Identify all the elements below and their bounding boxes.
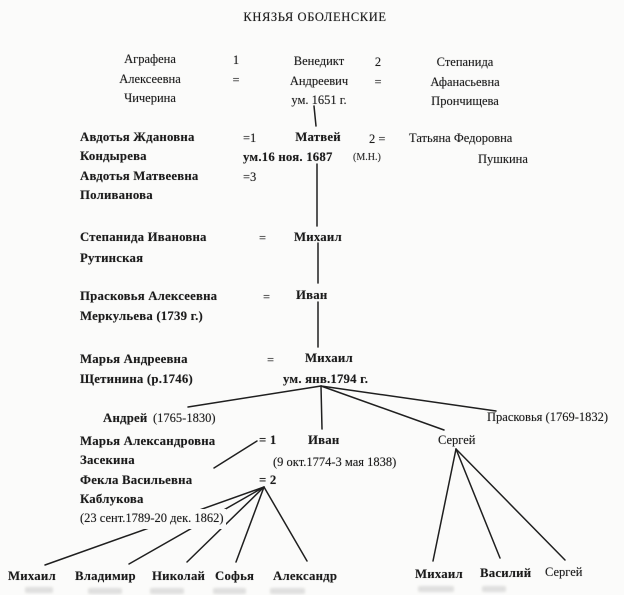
label-gen2-husband-death: ум.16 ноя. 1687 [243,150,333,164]
label-gen1-wife2: Степанида Афанасьевна Прончищева [430,55,500,108]
label-gen2-eq3-mark: =3 [243,170,257,184]
label-gen4-eq-mark: = [263,290,271,304]
label-gen2-husband: Матвей [295,130,341,144]
scan-artifact-smudge [482,586,506,592]
line-fan1-to-ivan [320,385,323,430]
label-gen6-husband-dates: (9 окт.1774-3 мая 1838) [273,455,397,469]
line-fan3-to-mikhail [432,448,457,562]
label-gen5-wife-surname: Щетинина (р.1746) [80,372,193,386]
label-gen2-wife2-surname: Пушкина [478,152,528,166]
label-gen3-eq-mark: = [259,231,267,245]
label-gen1-marriage1-mark: 1 = [232,53,240,87]
line-fan1-to-praskovya [320,385,497,412]
label-child-andrey: Андрей [103,411,148,425]
line-fan3-to-sergey [455,448,566,561]
label-gen2-wife2-name: Татьяна Федоровна [409,131,513,145]
label-gen2-wife1-surname: Кондырева [80,149,147,163]
scan-artifact-smudge [25,587,53,593]
line-fan3-to-vasiliy [455,448,501,559]
label-gen4-wife-surname: Меркульева (1739 г.) [80,309,203,323]
label-child-sergey: Сергей [438,433,476,447]
label-gen2-mn-note: (М.Н.) [353,152,381,163]
label-gen6-wife1-surname: Засекина [80,453,135,467]
line-fan2-to-aleksandr [263,486,308,562]
label-child-andrey-dates: (1765-1830) [153,411,216,425]
line-zasekina-to-eq1 [213,440,258,469]
label-gen5-eq-mark: = [267,353,275,367]
label-gen5-husband: Михаил [305,351,353,365]
label-gen1-husband: Венедикт Андреевич ум. 1651 г. [289,54,349,107]
line-fan1-to-sergey [320,385,445,431]
label-grandchild-nikolay: Николай [152,569,206,583]
scan-artifact-smudge [150,588,184,594]
scan-artifact-smudge [213,588,246,594]
label-gen2-wife1-name: Авдотья Ждановна [80,130,195,144]
label-grandchild-sofya: Софья [215,569,255,583]
label-grandchild-mikhail: Михаил [8,569,56,583]
label-grandchild2-vasiliy: Василий [480,566,532,580]
label-gen4-husband: Иван [296,288,328,302]
label-gen3-wife-surname: Рутинская [80,251,144,265]
label-grandchild2-mikhail: Михаил [415,567,463,581]
line-fan1-to-andrey [187,385,322,408]
scan-artifact-smudge [270,588,305,594]
label-gen6-eq2-mark: = 2 [259,473,277,487]
label-gen6-eq1-mark: = 1 [259,433,277,447]
label-gen2-eq1-mark: =1 [243,131,257,145]
label-gen6-husband: Иван [308,433,340,447]
label-gen6-wife2-name: Фекла Васильевна [80,473,193,487]
label-gen6-wife1-name: Марья Александровна [80,434,216,448]
page-title: КНЯЗЬЯ ОБОЛЕНСКИЕ [243,10,387,24]
label-grandchild2-sergey: Сергей [545,565,583,579]
label-grandchild-vladimir: Владимир [75,569,136,583]
label-gen2-wife3-name: Авдотья Матвеевна [80,169,199,183]
label-gen4-wife-name: Прасковья Алексеевна [80,289,218,303]
label-gen3-husband: Михаил [294,230,342,244]
label-gen6-wife2-surname: Каблукова [80,492,144,506]
label-gen5-husband-death: ум. янв.1794 г. [283,372,369,386]
label-gen2-wife3-surname: Поливанова [80,188,153,202]
label-gen6-wife2-dates: (23 сент.1789-20 дек. 1862) [80,509,226,529]
label-gen1-wife1: Аграфена Алексеевна Чичерина [119,52,181,105]
line-trunk-venedikt-matvey [313,105,317,127]
scan-artifact-smudge [88,588,122,594]
label-gen2-eq2-mark: 2 = [369,132,386,146]
scan-artifact-smudge [418,586,454,592]
label-gen3-wife-name: Степанида Ивановна [80,230,207,244]
label-gen1-marriage2-mark: 2 = [374,55,382,89]
label-grandchild-aleksandr: Александр [273,569,338,583]
label-child-praskovya: Прасковья (1769-1832) [487,410,609,424]
line-fan2-to-sofya [235,486,265,563]
label-gen5-wife-name: Марья Андреевна [80,352,188,366]
